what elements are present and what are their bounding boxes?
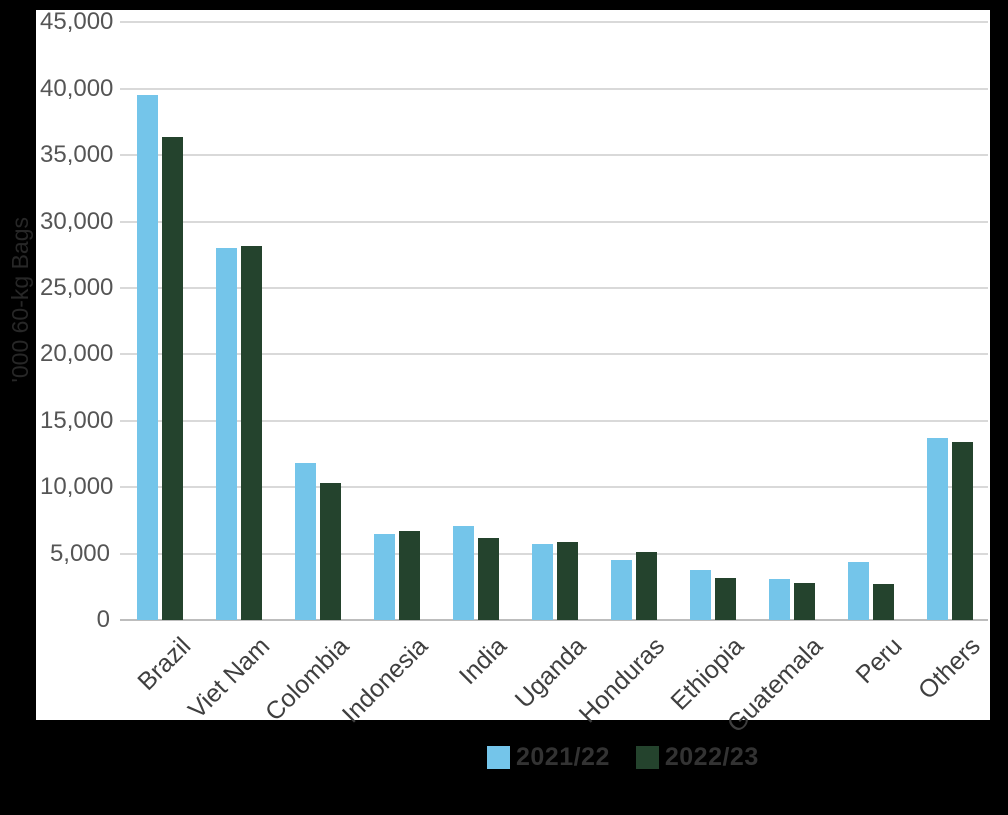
x-axis-label-viet-nam: Viet Nam: [183, 632, 276, 725]
bar-peru-2022-23: [873, 584, 894, 620]
bar-uganda-2021-22: [532, 544, 553, 620]
gridline-20000: [120, 353, 988, 356]
bar-guatemala-2022-23: [794, 583, 815, 620]
gridline-5000: [120, 552, 988, 555]
bar-viet-nam-2022-23: [241, 246, 262, 620]
x-axis-label-indonesia: Indonesia: [336, 632, 434, 729]
legend-swatch-2021-22: [487, 746, 510, 769]
legend-swatch-2022-23: [635, 746, 659, 769]
bar-viet-nam-2021-22: [216, 248, 237, 620]
legend-item-2021-22: 2021/22: [487, 743, 610, 772]
y-tick-label-0: 0: [96, 606, 110, 633]
x-axis-label-india: India: [454, 632, 513, 691]
x-axis-label-others: Others: [913, 632, 987, 705]
legend-label-2022-23: 2022/23: [664, 743, 759, 771]
gridline-25000: [120, 287, 988, 289]
bar-colombia-2022-23: [320, 483, 341, 620]
x-axis-label-honduras: Honduras: [573, 632, 671, 729]
chart-plot-panel: 0 5,000 10,000 15,000 20,000 25,000 30,000 35,0…: [36, 8, 990, 738]
y-tick-label-45000: 45,000: [40, 8, 114, 36]
bar-uganda-2022-23: [557, 542, 578, 620]
y-tick-label-30000: 30,000: [40, 207, 114, 235]
gridline-15000: [120, 419, 988, 422]
bar-brazil-2021-22: [137, 95, 158, 620]
bar-ethiopia-2021-22: [690, 570, 711, 620]
chart-legend: 2021/22 2022/23: [487, 743, 759, 772]
gridline-45000: [120, 21, 988, 24]
bar-honduras-2022-23: [636, 552, 657, 620]
x-axis-label-peru: Peru: [850, 632, 908, 690]
y-tick-label-15000: 15,000: [40, 406, 114, 434]
x-axis-line: [120, 619, 988, 621]
bar-colombia-2021-22: [295, 463, 316, 620]
x-axis-label-brazil: Brazil: [132, 632, 197, 697]
bar-india-2022-23: [478, 538, 499, 620]
gridline-40000: [120, 87, 988, 90]
gridline-35000: [120, 154, 988, 157]
bar-honduras-2021-22: [611, 560, 632, 620]
legend-item-2022-23: 2022/23: [635, 743, 759, 772]
bar-indonesia-2021-22: [374, 534, 395, 620]
bar-guatemala-2021-22: [769, 579, 790, 620]
y-tick-label-25000: 25,000: [40, 274, 114, 301]
bar-peru-2021-22: [848, 562, 869, 620]
bar-others-2022-23: [952, 442, 973, 620]
bar-india-2021-22: [453, 526, 474, 620]
y-tick-label-35000: 35,000: [40, 141, 114, 169]
y-tick-label-40000: 40,000: [40, 74, 114, 102]
y-axis-title-container: '000 60-kg Bags: [4, 175, 36, 425]
legend-label-2021-22: 2021/22: [516, 743, 610, 771]
bar-others-2021-22: [927, 438, 948, 620]
gridline-10000: [120, 486, 988, 489]
y-tick-label-20000: 20,000: [40, 340, 114, 368]
bar-brazil-2022-23: [162, 137, 183, 620]
bar-ethiopia-2022-23: [715, 578, 736, 620]
y-axis-title: '000 60-kg Bags: [6, 217, 33, 383]
bar-indonesia-2022-23: [399, 531, 420, 620]
y-tick-label-5000: 5,000: [49, 539, 110, 567]
gridline-30000: [120, 220, 988, 223]
y-tick-label-10000: 10,000: [40, 473, 114, 501]
